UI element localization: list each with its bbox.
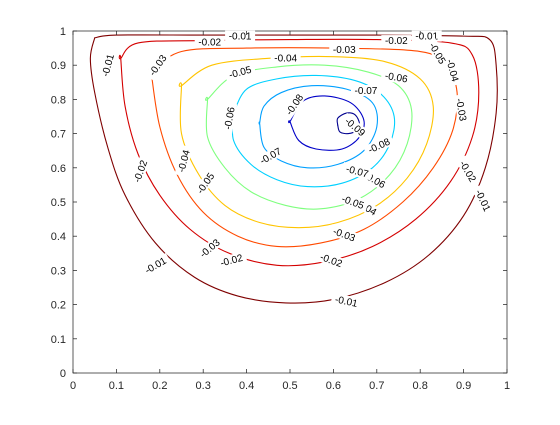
contour-label-bg bbox=[270, 52, 301, 64]
contour-labels: -0.01-0.01-0.01-0.01-0.01 -0.01-0.02-0.02… bbox=[98, 30, 495, 310]
contour-line-0 bbox=[89, 34, 498, 304]
contour-label: -0.06 bbox=[223, 106, 238, 131]
contour-lines bbox=[89, 34, 498, 304]
contour-label: -0.02 bbox=[385, 36, 408, 47]
contour-label: -0.01 bbox=[415, 32, 438, 43]
contour-label-bg bbox=[380, 69, 413, 86]
contour-line-6 bbox=[258, 85, 378, 169]
x-tick-label: 1 bbox=[504, 380, 510, 392]
contour-label-bg bbox=[192, 167, 219, 199]
y-tick-label: 0.6 bbox=[51, 163, 66, 175]
contour-label-bg bbox=[221, 102, 238, 134]
contour-label: -0.02 bbox=[198, 37, 221, 48]
y-axis: 0 0.1 0.2 0.3 0.4 0.5 0.6 0.7 0.8 0.9 1 bbox=[51, 26, 507, 380]
x-tick-label: 0.1 bbox=[109, 380, 124, 392]
contour-label: -0.03 bbox=[333, 45, 356, 56]
contour-label-group: -0.03 bbox=[453, 93, 470, 126]
contour-line-3 bbox=[178, 55, 434, 229]
x-axis: 0 0.1 0.2 0.3 0.4 0.5 0.6 0.7 0.8 0.9 1 bbox=[70, 31, 510, 392]
contour-label-bg bbox=[215, 250, 248, 270]
x-tick-label: 0.2 bbox=[152, 380, 167, 392]
contour-label: -0.01 bbox=[229, 32, 252, 43]
x-tick-label: 0.8 bbox=[413, 380, 428, 392]
contour-label-group: -0.02 bbox=[381, 35, 412, 47]
plot-area bbox=[72, 30, 508, 374]
contour-label-bg bbox=[139, 253, 172, 278]
contour-label-bg bbox=[425, 37, 450, 69]
contour-label-group: -0.01 bbox=[411, 30, 442, 43]
contour-label-bg bbox=[350, 85, 381, 97]
contour-label-bg bbox=[129, 155, 151, 188]
contour-label: -0.01 bbox=[334, 294, 359, 310]
contour-label-bg bbox=[336, 191, 369, 213]
x-tick-label: 0.6 bbox=[326, 380, 341, 392]
contour-line-2 bbox=[147, 47, 458, 248]
x-tick-label: 0.5 bbox=[282, 380, 297, 392]
contour-label: -0.07 bbox=[355, 86, 378, 97]
contour-label-group: -0.06 bbox=[221, 102, 238, 134]
contour-label-group: -0.02 bbox=[194, 36, 225, 48]
contour-label-bg bbox=[225, 30, 256, 42]
x-tick-label: 0.4 bbox=[239, 380, 254, 392]
x-tick-label: 0.7 bbox=[369, 380, 384, 392]
y-tick-label: 0.3 bbox=[51, 265, 66, 277]
contour-line-5 bbox=[231, 74, 396, 188]
contour-label-bg bbox=[194, 36, 225, 48]
contour-line-4 bbox=[205, 64, 413, 210]
x-tick-label: 0.3 bbox=[196, 380, 211, 392]
contour-label-bg bbox=[144, 49, 171, 81]
x-tick-label: 0 bbox=[70, 380, 76, 392]
contour-label-group: -0.01 bbox=[225, 30, 256, 43]
contour-label-bg bbox=[174, 145, 193, 177]
contour-label-bg bbox=[381, 35, 412, 47]
contour-label-bg bbox=[281, 89, 308, 120]
contour-label-bg bbox=[254, 143, 287, 169]
contour-label-group: -0.04 bbox=[270, 52, 301, 65]
contour-label-bg bbox=[224, 62, 257, 82]
contour-line-8 bbox=[336, 112, 361, 135]
contour-label-bg bbox=[453, 93, 470, 126]
x-tick-label: 0.9 bbox=[456, 380, 471, 392]
contour-label-bg bbox=[411, 30, 442, 42]
contour-label-bg bbox=[363, 134, 395, 157]
contour-label-group: -0.03 bbox=[329, 43, 360, 56]
contour-label-bg bbox=[98, 49, 117, 82]
contour-label-bg bbox=[471, 184, 495, 217]
contour-label-bg bbox=[329, 43, 360, 55]
contour-label-group: -0.06 bbox=[380, 69, 413, 86]
contour-label: -0.03 bbox=[453, 98, 468, 123]
y-tick-label: 0.5 bbox=[51, 197, 66, 209]
y-tick-label: 1 bbox=[60, 26, 66, 38]
contour-label-group: -0.01 bbox=[330, 292, 363, 310]
contour-label-bg bbox=[328, 224, 361, 245]
y-tick-label: 0.4 bbox=[51, 231, 66, 243]
contour-label-bg bbox=[340, 112, 371, 141]
y-tick-label: 0 bbox=[60, 368, 66, 380]
contour-label-group: -0.07 bbox=[350, 85, 381, 97]
contour-label-bg bbox=[341, 162, 374, 181]
y-tick-label: 0.7 bbox=[51, 129, 66, 141]
contour-label-bg bbox=[315, 249, 348, 271]
y-tick-label: 0.2 bbox=[51, 300, 66, 312]
y-tick-label: 0.8 bbox=[51, 94, 66, 106]
contour-label: -0.06 bbox=[384, 71, 409, 86]
contour-label-bg bbox=[455, 155, 481, 187]
contour-label-bg bbox=[330, 292, 363, 310]
contour-label-bg bbox=[194, 234, 225, 263]
y-tick-label: 0.1 bbox=[51, 334, 66, 346]
contour-label: -0.04 bbox=[274, 54, 297, 65]
y-tick-label: 0.9 bbox=[51, 60, 66, 72]
